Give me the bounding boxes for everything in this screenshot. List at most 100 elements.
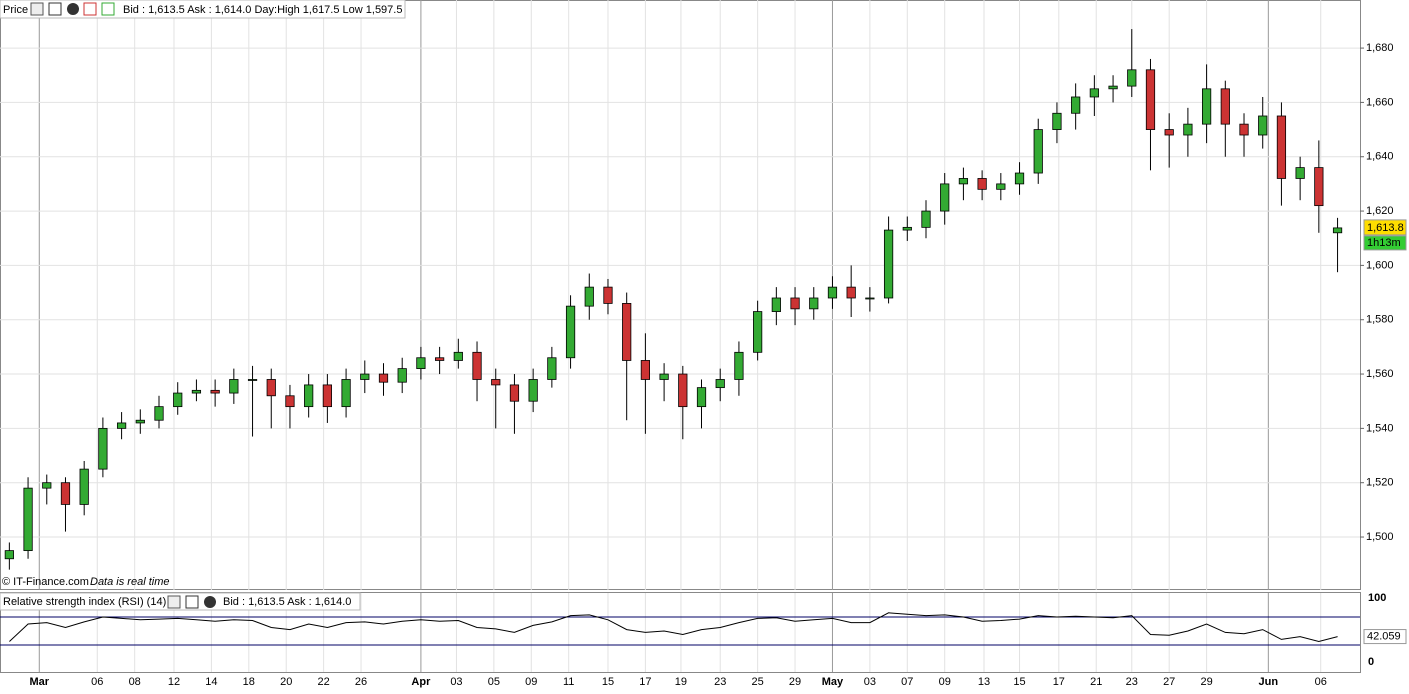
- x-tick-label: 13: [978, 676, 990, 688]
- candle-body: [771, 297, 781, 312]
- last-price-label: 1,613.8: [1367, 222, 1404, 234]
- candle-body: [1071, 96, 1081, 114]
- candle-body: [715, 379, 725, 389]
- x-tick-label: Apr: [411, 676, 431, 688]
- countdown-box: [1363, 235, 1407, 251]
- rsi-panel: [0, 592, 1361, 673]
- candle-body: [1276, 115, 1287, 179]
- candle-body: [135, 419, 145, 424]
- candle-body: [1183, 123, 1193, 136]
- candle-body: [4, 550, 14, 560]
- x-tick-label: 06: [1315, 676, 1327, 688]
- candle-body: [173, 392, 183, 408]
- candle-body: [547, 357, 557, 380]
- candle-body: [491, 379, 501, 386]
- candle-body: [116, 422, 127, 429]
- y-tick-label: 1,500: [1366, 531, 1394, 543]
- x-tick-label: 20: [280, 676, 292, 688]
- y-tick-label: 1,620: [1366, 205, 1394, 217]
- candle-body: [378, 373, 389, 383]
- x-tick-label: Jun: [1259, 676, 1279, 688]
- x-tick-label: 22: [318, 676, 330, 688]
- window-icon[interactable]: [48, 2, 62, 16]
- close-icon[interactable]: [67, 3, 79, 15]
- candle-body: [1201, 88, 1212, 125]
- candle-body: [678, 373, 688, 408]
- candle-body: [472, 351, 482, 380]
- candle-body: [229, 379, 239, 394]
- x-tick-label: 19: [675, 676, 687, 688]
- source: © IT-Finance.com: [2, 576, 89, 588]
- rsi-window-icon[interactable]: [185, 595, 199, 609]
- x-tick-label: 17: [1053, 676, 1065, 688]
- candle-body: [958, 178, 969, 185]
- candle-body: [883, 229, 894, 299]
- x-tick-label: 07: [901, 676, 913, 688]
- candle-body: [1220, 88, 1230, 125]
- x-tick-label: 08: [129, 676, 141, 688]
- x-tick-label: 09: [939, 676, 951, 688]
- rsi-last-label: 42.059: [1367, 630, 1401, 642]
- candle-body: [322, 384, 332, 408]
- candle-body: [1014, 172, 1025, 185]
- candle-body: [1164, 129, 1174, 136]
- x-tick-label: 11: [563, 676, 574, 688]
- candle-body: [996, 183, 1006, 190]
- rsi-settings-icon[interactable]: [167, 595, 181, 609]
- candle-body: [809, 297, 819, 310]
- x-tick-label: 03: [864, 676, 876, 688]
- candle-body: [1033, 129, 1043, 174]
- grid: [0, 0, 1360, 672]
- x-tick-label: 27: [1163, 676, 1175, 688]
- candle-body: [584, 286, 594, 307]
- y-tick-label: 1,660: [1366, 96, 1394, 108]
- rsi-last-box: [1363, 629, 1407, 645]
- candle-body: [210, 389, 220, 394]
- rsi-tick-label: 100: [1368, 592, 1386, 604]
- candle-body: [191, 389, 202, 394]
- candle-body: [696, 387, 707, 408]
- y-tick-label: 1,540: [1366, 422, 1394, 434]
- rsi-quote: Bid : 1,613.5 Ask : 1,614.0: [223, 596, 351, 608]
- x-tick-label: 14: [205, 676, 217, 688]
- candle-body: [509, 384, 520, 402]
- x-tick-label: 18: [243, 676, 255, 688]
- x-tick-label: 17: [639, 676, 651, 688]
- down-icon[interactable]: [83, 2, 97, 16]
- header-bar: [0, 0, 406, 19]
- quote: Bid : 1,613.5 Ask : 1,614.0 Day:High 1,6…: [123, 4, 402, 16]
- candle-body: [60, 482, 71, 505]
- candle-body: [23, 487, 33, 552]
- candle-body: [827, 286, 838, 299]
- note: Data is real time: [90, 576, 169, 588]
- x-tick-label: 23: [714, 676, 726, 688]
- candle-body: [397, 368, 407, 383]
- rsi-tick-label: 0: [1368, 656, 1374, 668]
- candle-body: [640, 360, 651, 380]
- candle-body: [1239, 123, 1249, 136]
- candle-body: [528, 379, 538, 402]
- candle-body: [266, 379, 276, 397]
- candle-body: [790, 297, 800, 310]
- candle-body: [1295, 167, 1305, 179]
- x-tick-label: 03: [450, 676, 462, 688]
- marks: [4, 29, 1343, 643]
- y-tick-label: 1,600: [1366, 259, 1394, 271]
- y-tick-label: 1,560: [1366, 368, 1394, 380]
- x-tick-label: 15: [1013, 676, 1025, 688]
- candle-body: [285, 395, 295, 408]
- settings-icon[interactable]: [30, 2, 44, 16]
- candle-body: [753, 311, 763, 353]
- candle-body: [1052, 112, 1062, 130]
- up-icon[interactable]: [101, 2, 115, 16]
- candle-body: [603, 286, 613, 304]
- y-tick-label: 1,680: [1366, 42, 1394, 54]
- candle-body: [341, 379, 351, 408]
- x-tick-label: 21: [1090, 676, 1102, 688]
- candle-body: [622, 303, 632, 361]
- rsi-close-icon[interactable]: [204, 596, 216, 608]
- candle-body: [1314, 167, 1324, 207]
- candle-body: [734, 351, 744, 380]
- candle-body: [416, 357, 426, 370]
